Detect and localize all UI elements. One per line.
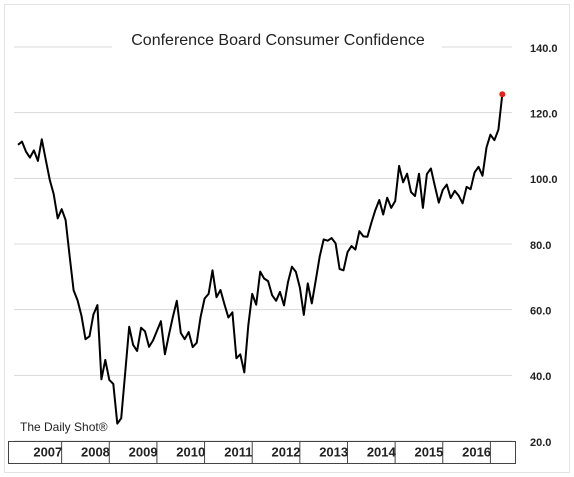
x-tick-label: 2010 (176, 444, 205, 459)
x-tick-label: 2015 (414, 444, 443, 459)
x-tick-label: 2008 (81, 444, 110, 459)
y-tick-label: 60.0 (530, 306, 551, 318)
title-bg (112, 28, 442, 54)
y-tick-label: 140.0 (530, 43, 558, 55)
x-tick-label: 2009 (129, 444, 158, 459)
y-tick-label: 20.0 (530, 437, 551, 449)
y-tick-label: 100.0 (530, 174, 558, 186)
x-tick-label: 2013 (319, 444, 348, 459)
frame (4, 4, 570, 473)
x-tick-label: 2007 (33, 444, 62, 459)
y-tick-label: 40.0 (530, 371, 551, 383)
data-line (17, 94, 504, 425)
y-tick-label: 120.0 (530, 109, 558, 121)
x-tick-label: 2012 (272, 444, 301, 459)
source-label: The Daily Shot® (20, 420, 108, 434)
x-tick-label: 2016 (462, 444, 491, 459)
latest-point (499, 91, 506, 98)
chart-title: Conference Board Consumer Confidence (131, 32, 425, 49)
x-tick-label: 2011 (224, 444, 252, 459)
y-tick-label: 80.0 (530, 240, 551, 252)
x-tick-label: 2014 (367, 444, 397, 459)
